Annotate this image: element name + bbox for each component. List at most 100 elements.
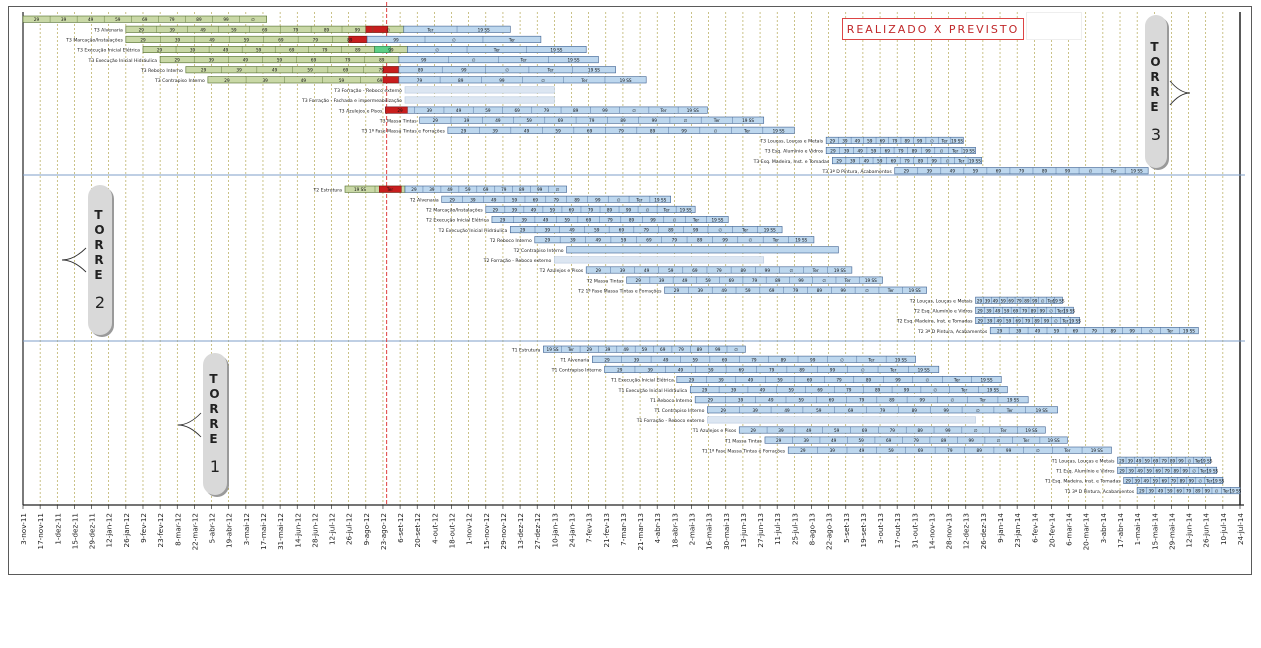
cell-value: 59	[550, 207, 556, 212]
cell-value: 29	[139, 27, 145, 32]
cell-value: 99	[626, 207, 632, 212]
tower-2-letter: O	[94, 223, 106, 237]
cell-value: 89	[620, 118, 626, 123]
cell-value: 69	[1155, 468, 1161, 473]
cell-value: 89	[799, 367, 805, 372]
task-label: T2 Azulejos e Pisos	[539, 268, 584, 274]
cell-value: 19 SS	[1206, 468, 1218, 473]
cell-value: 89	[917, 428, 923, 433]
cell-value: 59	[877, 159, 883, 164]
task-label: T3 Contrapiso Interno	[154, 78, 205, 84]
x-tick-label: 29-nov-12	[499, 513, 508, 550]
task-bar	[825, 136, 964, 144]
x-tick-label: 19-abr-12	[225, 513, 234, 548]
x-tick-label: 3-abr-14	[1099, 513, 1108, 544]
cell-value: 59	[1054, 329, 1060, 334]
cell-value: 49	[993, 298, 999, 303]
cell-value: 49	[864, 159, 870, 164]
cell-value: 79	[293, 27, 299, 32]
cell-value: 89	[781, 357, 787, 362]
cell-value: 89	[324, 27, 330, 32]
task-bar	[404, 96, 555, 104]
cell-value: Ter	[867, 357, 874, 362]
cell-value: ∅	[1198, 479, 1202, 484]
task-bar	[989, 327, 1199, 335]
task-bar	[534, 236, 815, 244]
tower-3-letter: R	[1150, 69, 1161, 84]
legend-box	[1026, 12, 1082, 40]
x-tick-label: 17-out-13	[893, 513, 902, 548]
task-bar	[447, 126, 795, 134]
cell-value: Ter	[635, 197, 642, 202]
cell-value: 59	[1145, 458, 1151, 463]
cell-value: 39	[545, 228, 551, 233]
cell-value: 89	[574, 197, 580, 202]
cell-value: 69	[807, 378, 813, 383]
cell-value: ∅	[926, 378, 930, 383]
cell-value: 99	[904, 388, 910, 393]
cell-value: 19 SS	[918, 367, 930, 372]
cell-value: 39	[778, 428, 784, 433]
x-tick-label: 26-dez-13	[979, 513, 988, 549]
cell-value: 89	[977, 448, 983, 453]
task-bar	[441, 195, 671, 203]
cell-value: Ter	[960, 388, 967, 393]
cell-value: 89	[912, 149, 918, 154]
cell-value: 89	[1031, 308, 1037, 313]
x-tick-label: 19-set-13	[859, 513, 868, 547]
cell-value: 29	[776, 438, 782, 443]
late-segment	[382, 66, 400, 74]
cell-value: 89	[912, 408, 918, 413]
cell-value: 59	[745, 288, 751, 293]
cell-value: 79	[345, 58, 351, 63]
cell-value: 99	[841, 288, 847, 293]
cell-value: 19 SS	[1183, 329, 1195, 334]
cell-value: 29	[1119, 468, 1125, 473]
cell-value: 59	[1001, 298, 1007, 303]
cell-value: Ter	[659, 108, 666, 113]
cell-value: 79	[322, 48, 328, 53]
cell-value: 69	[569, 207, 575, 212]
cell-value: 59	[859, 438, 865, 443]
cell-value: 29	[433, 118, 439, 123]
cell-value: 49	[209, 37, 215, 42]
task-bar	[509, 226, 783, 234]
cell-value: 29	[800, 448, 806, 453]
task-bar	[975, 306, 1074, 314]
x-tick-label: 14-nov-13	[927, 513, 936, 550]
x-tick-label: 30-mai-13	[722, 513, 731, 550]
cell-value: ∅	[718, 228, 722, 233]
cell-value: 29	[997, 329, 1003, 334]
cell-value: 39	[492, 128, 498, 133]
cell-value: 69	[769, 288, 775, 293]
cell-value: 29	[140, 37, 146, 42]
cell-value: 49	[1144, 479, 1150, 484]
task-bar	[1117, 456, 1211, 464]
cell-value: 89	[941, 438, 947, 443]
tower-1-letter: O	[209, 387, 221, 401]
task-bar	[787, 446, 1112, 454]
cell-value: 79	[751, 357, 757, 362]
task-bar	[404, 86, 555, 94]
cell-value: 89	[775, 278, 781, 283]
cell-value: Ter	[1166, 329, 1173, 334]
task-bar	[831, 157, 982, 165]
cell-value: 29	[449, 197, 455, 202]
cell-value: 79	[1092, 329, 1098, 334]
cell-value: Ter	[1056, 308, 1063, 313]
tower-1-letter: R	[209, 402, 220, 416]
task-label: T1 Alvenaria	[559, 358, 589, 364]
x-tick-label: 3-nov-11	[19, 513, 28, 545]
cell-value: 49	[1136, 458, 1142, 463]
x-tick-label: 24-jul-14	[1236, 513, 1245, 545]
cell-value: 69	[817, 388, 823, 393]
cell-value: ∅	[673, 218, 677, 223]
cell-value: 19 SS	[987, 388, 999, 393]
cell-value: 79	[378, 68, 384, 73]
task-bar	[485, 205, 696, 213]
task-bar	[676, 375, 1002, 383]
cell-value: 69	[1008, 298, 1014, 303]
cell-value: 29	[201, 68, 207, 73]
cell-value: ∅	[1054, 319, 1058, 324]
x-tick-label: 10-jul-14	[1219, 513, 1228, 545]
